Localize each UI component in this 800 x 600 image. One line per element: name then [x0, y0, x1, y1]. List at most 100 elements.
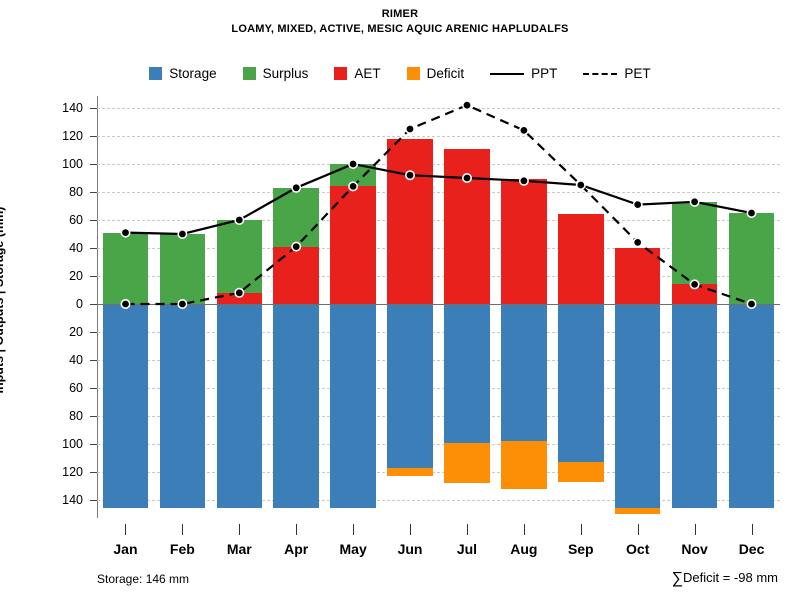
bar-lower-jan[interactable] — [102, 304, 149, 509]
bar-upper-jun[interactable] — [387, 138, 433, 304]
bar-upper-sep[interactable] — [558, 214, 604, 304]
y-tick-label-y_ticks_lower.6: 140 — [62, 493, 83, 507]
point-ppt-sep — [575, 180, 586, 191]
y-axis-line — [97, 96, 98, 518]
legend-label: Surplus — [262, 66, 309, 81]
segment-deficit — [444, 442, 490, 484]
bar-lower-apr[interactable] — [273, 304, 319, 509]
bar-upper-dec[interactable] — [728, 213, 775, 304]
bar-lower-mar[interactable] — [216, 304, 263, 509]
legend-label: PPT — [531, 66, 558, 81]
segment-deficit — [614, 508, 661, 514]
segment-surplus — [671, 201, 718, 285]
segment-surplus — [102, 232, 149, 304]
bar-upper-jul[interactable] — [444, 148, 490, 304]
legend-item-ppt[interactable]: PPT — [490, 66, 557, 81]
segment-aet — [671, 284, 718, 304]
zero-line — [97, 304, 780, 305]
gridline-80 — [97, 192, 780, 193]
bar-lower-feb[interactable] — [159, 304, 206, 509]
bar-lower-nov[interactable] — [671, 304, 718, 509]
point-pet-aug — [518, 125, 529, 136]
sigma-icon: ∑ — [671, 570, 683, 587]
y-tick-mark — [90, 416, 97, 417]
square-swatch-icon — [149, 67, 163, 80]
segment-storage — [444, 304, 490, 443]
x-tick-mark-jul — [466, 524, 468, 535]
gridline-neg-60 — [97, 388, 780, 389]
square-swatch-icon — [242, 67, 256, 80]
y-tick-mark — [90, 220, 97, 221]
y-tick-mark — [90, 192, 97, 193]
y-tick-mark — [90, 276, 97, 277]
x-tick-mark-jun — [410, 524, 412, 535]
segment-surplus — [159, 234, 206, 304]
gridline-neg-20 — [97, 332, 780, 333]
bar-upper-mar[interactable] — [216, 220, 263, 304]
x-tick-label-jan: Jan — [113, 541, 138, 557]
y-tick-label-y_ticks_lower.3: 80 — [69, 409, 83, 423]
x-tick-mark-sep — [580, 524, 582, 535]
y-axis-labels: 140 120 100 80 60 40 20 0 20 40 60 80 100 120 140 — [36, 0, 97, 600]
segment-storage — [614, 304, 661, 509]
segment-deficit — [387, 467, 433, 477]
bar-lower-oct[interactable] — [614, 304, 661, 514]
bar-lower-aug[interactable] — [501, 304, 547, 489]
bar-lower-jul[interactable] — [444, 304, 490, 484]
x-tick-label-dec: Dec — [738, 541, 765, 557]
segment-deficit — [558, 462, 604, 482]
segment-aet — [444, 148, 490, 304]
x-tick-mark-nov — [694, 524, 696, 535]
solid-line-icon — [490, 72, 525, 75]
segment-storage — [728, 304, 775, 509]
legend-item-pet[interactable]: PET — [583, 66, 651, 81]
bar-lower-jun[interactable] — [387, 304, 433, 477]
bar-lower-may[interactable] — [330, 304, 376, 509]
bar-lower-dec[interactable] — [728, 304, 775, 509]
x-tick-mark-feb — [182, 524, 184, 535]
x-tick-mark-jan — [125, 524, 127, 535]
point-pet-sep — [575, 180, 586, 191]
segment-surplus — [273, 187, 319, 247]
bar-upper-jan[interactable] — [102, 232, 149, 304]
legend-item-surplus[interactable]: Surplus — [242, 66, 309, 81]
x-tick-mark-may — [353, 524, 355, 535]
legend-label: AET — [354, 66, 381, 81]
y-tick-mark — [90, 248, 97, 249]
x-tick-label-feb: Feb — [169, 541, 195, 557]
y-tick-label-y_ticks_lower.5: 120 — [62, 465, 83, 479]
y-tick-label-y_ticks_upper.4: 60 — [69, 213, 83, 227]
bar-upper-feb[interactable] — [159, 234, 206, 304]
segment-storage — [216, 304, 263, 509]
segment-storage — [159, 304, 206, 509]
gridline-neg-80 — [97, 416, 780, 417]
bar-upper-aug[interactable] — [501, 179, 547, 304]
bar-upper-oct[interactable] — [614, 248, 661, 304]
segment-storage — [102, 304, 149, 509]
segment-aet — [558, 214, 604, 304]
y-tick-mark — [90, 360, 97, 361]
chart-title-block: RIMER LOAMY, MIXED, ACTIVE, MESIC AQUIC … — [0, 8, 800, 35]
bar-lower-sep[interactable] — [558, 304, 604, 482]
point-pet-jun — [404, 123, 415, 134]
legend-item-storage[interactable]: Storage — [149, 66, 217, 81]
bar-upper-nov[interactable] — [671, 201, 718, 304]
bar-upper-apr[interactable] — [273, 187, 319, 304]
gridline-140 — [97, 108, 780, 109]
square-swatch-icon — [406, 67, 420, 80]
legend-item-aet[interactable]: AET — [334, 66, 381, 81]
x-tick-mark-oct — [637, 524, 639, 535]
legend-item-deficit[interactable]: Deficit — [406, 66, 464, 81]
gridline-100 — [97, 164, 780, 165]
x-tick-mark-mar — [239, 524, 241, 535]
segment-storage — [671, 304, 718, 509]
deficit-note: ∑Deficit = -98 mm — [672, 570, 778, 588]
point-pet-oct — [632, 237, 643, 248]
y-tick-mark — [90, 444, 97, 445]
segment-aet — [614, 248, 661, 304]
deficit-note-text: Deficit = -98 mm — [683, 570, 778, 585]
y-tick-mark — [90, 332, 97, 333]
y-tick-mark — [90, 472, 97, 473]
x-tick-label-aug: Aug — [510, 541, 538, 557]
bar-upper-may[interactable] — [330, 164, 376, 304]
